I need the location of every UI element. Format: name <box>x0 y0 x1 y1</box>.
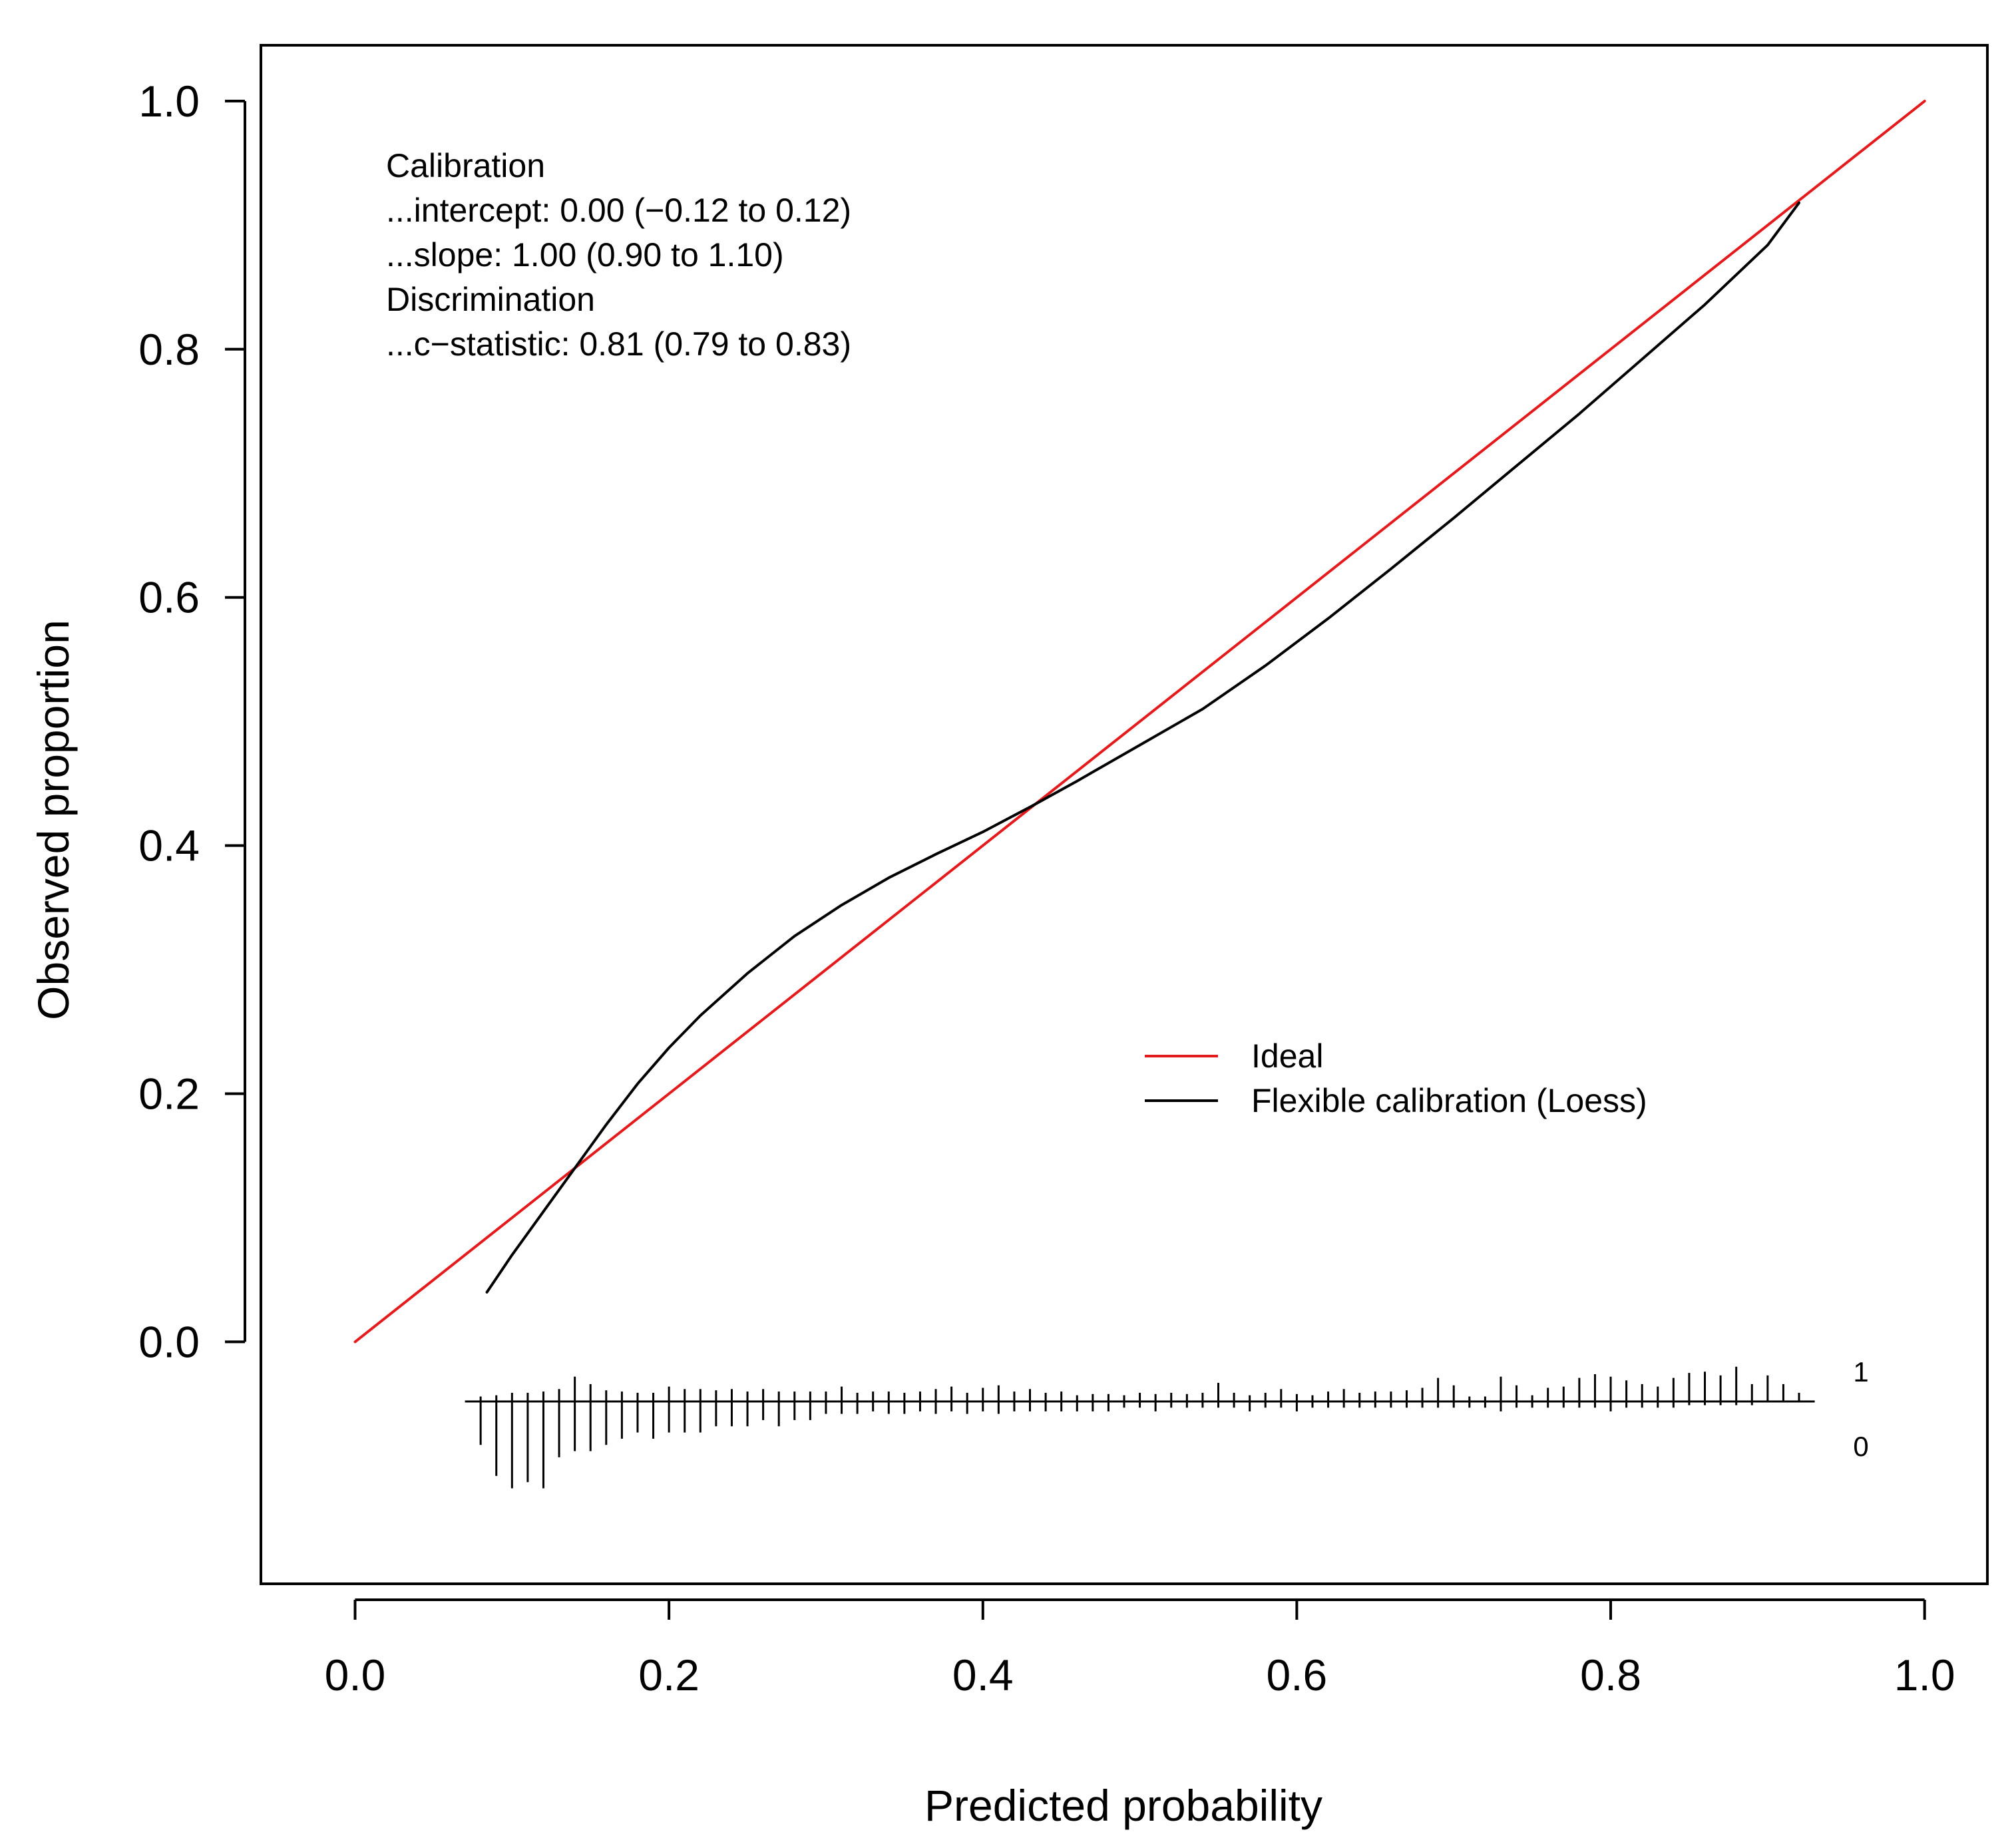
x-tick-label: 1.0 <box>1894 1650 1955 1700</box>
x-tick-label: 0.4 <box>952 1650 1014 1700</box>
rug-label-nonevents: 0 <box>1853 1431 1868 1462</box>
annotation-c-statistic: ...c−statistic: 0.81 (0.79 to 0.83) <box>386 325 851 363</box>
x-tick-label: 0.8 <box>1580 1650 1641 1700</box>
legend-label-loess: Flexible calibration (Loess) <box>1251 1082 1647 1119</box>
y-tick-label: 0.2 <box>138 1069 200 1119</box>
x-tick-label: 0.0 <box>325 1650 386 1700</box>
rug-layer <box>465 1366 1815 1489</box>
y-axis: 0.0 0.2 0.4 0.6 0.8 1.0 <box>138 77 246 1366</box>
rug-label-events: 1 <box>1853 1356 1868 1387</box>
y-tick-label: 0.0 <box>138 1317 200 1366</box>
annotation-discrimination: Discrimination <box>386 281 595 318</box>
x-tick-label: 0.2 <box>638 1650 700 1700</box>
y-tick-label: 0.4 <box>138 821 200 870</box>
ideal-line <box>353 99 1926 1344</box>
x-tick-label: 0.6 <box>1267 1650 1328 1700</box>
y-tick-label: 1.0 <box>138 77 200 126</box>
loess-calibration-curve <box>485 201 1800 1294</box>
legend-label-ideal: Ideal <box>1251 1037 1323 1075</box>
annotation-slope: ...slope: 1.00 (0.90 to 1.10) <box>386 236 784 274</box>
annotation-intercept: ...intercept: 0.00 (−0.12 to 0.12) <box>386 192 851 229</box>
y-axis-label: Observed proportion <box>29 620 78 1020</box>
plot-frame <box>260 44 1989 1585</box>
series-layer <box>353 99 1926 1344</box>
annotation-block: Calibration ...intercept: 0.00 (−0.12 to… <box>386 147 851 363</box>
y-tick-label: 0.8 <box>138 325 200 374</box>
y-tick-label: 0.6 <box>138 573 200 622</box>
legend: Ideal Flexible calibration (Loess) <box>1145 1037 1647 1119</box>
annotation-calibration: Calibration <box>386 147 545 184</box>
x-axis-label: Predicted probability <box>924 1781 1322 1830</box>
x-axis: 0.0 0.2 0.4 0.6 0.8 1.0 <box>325 1598 1955 1700</box>
